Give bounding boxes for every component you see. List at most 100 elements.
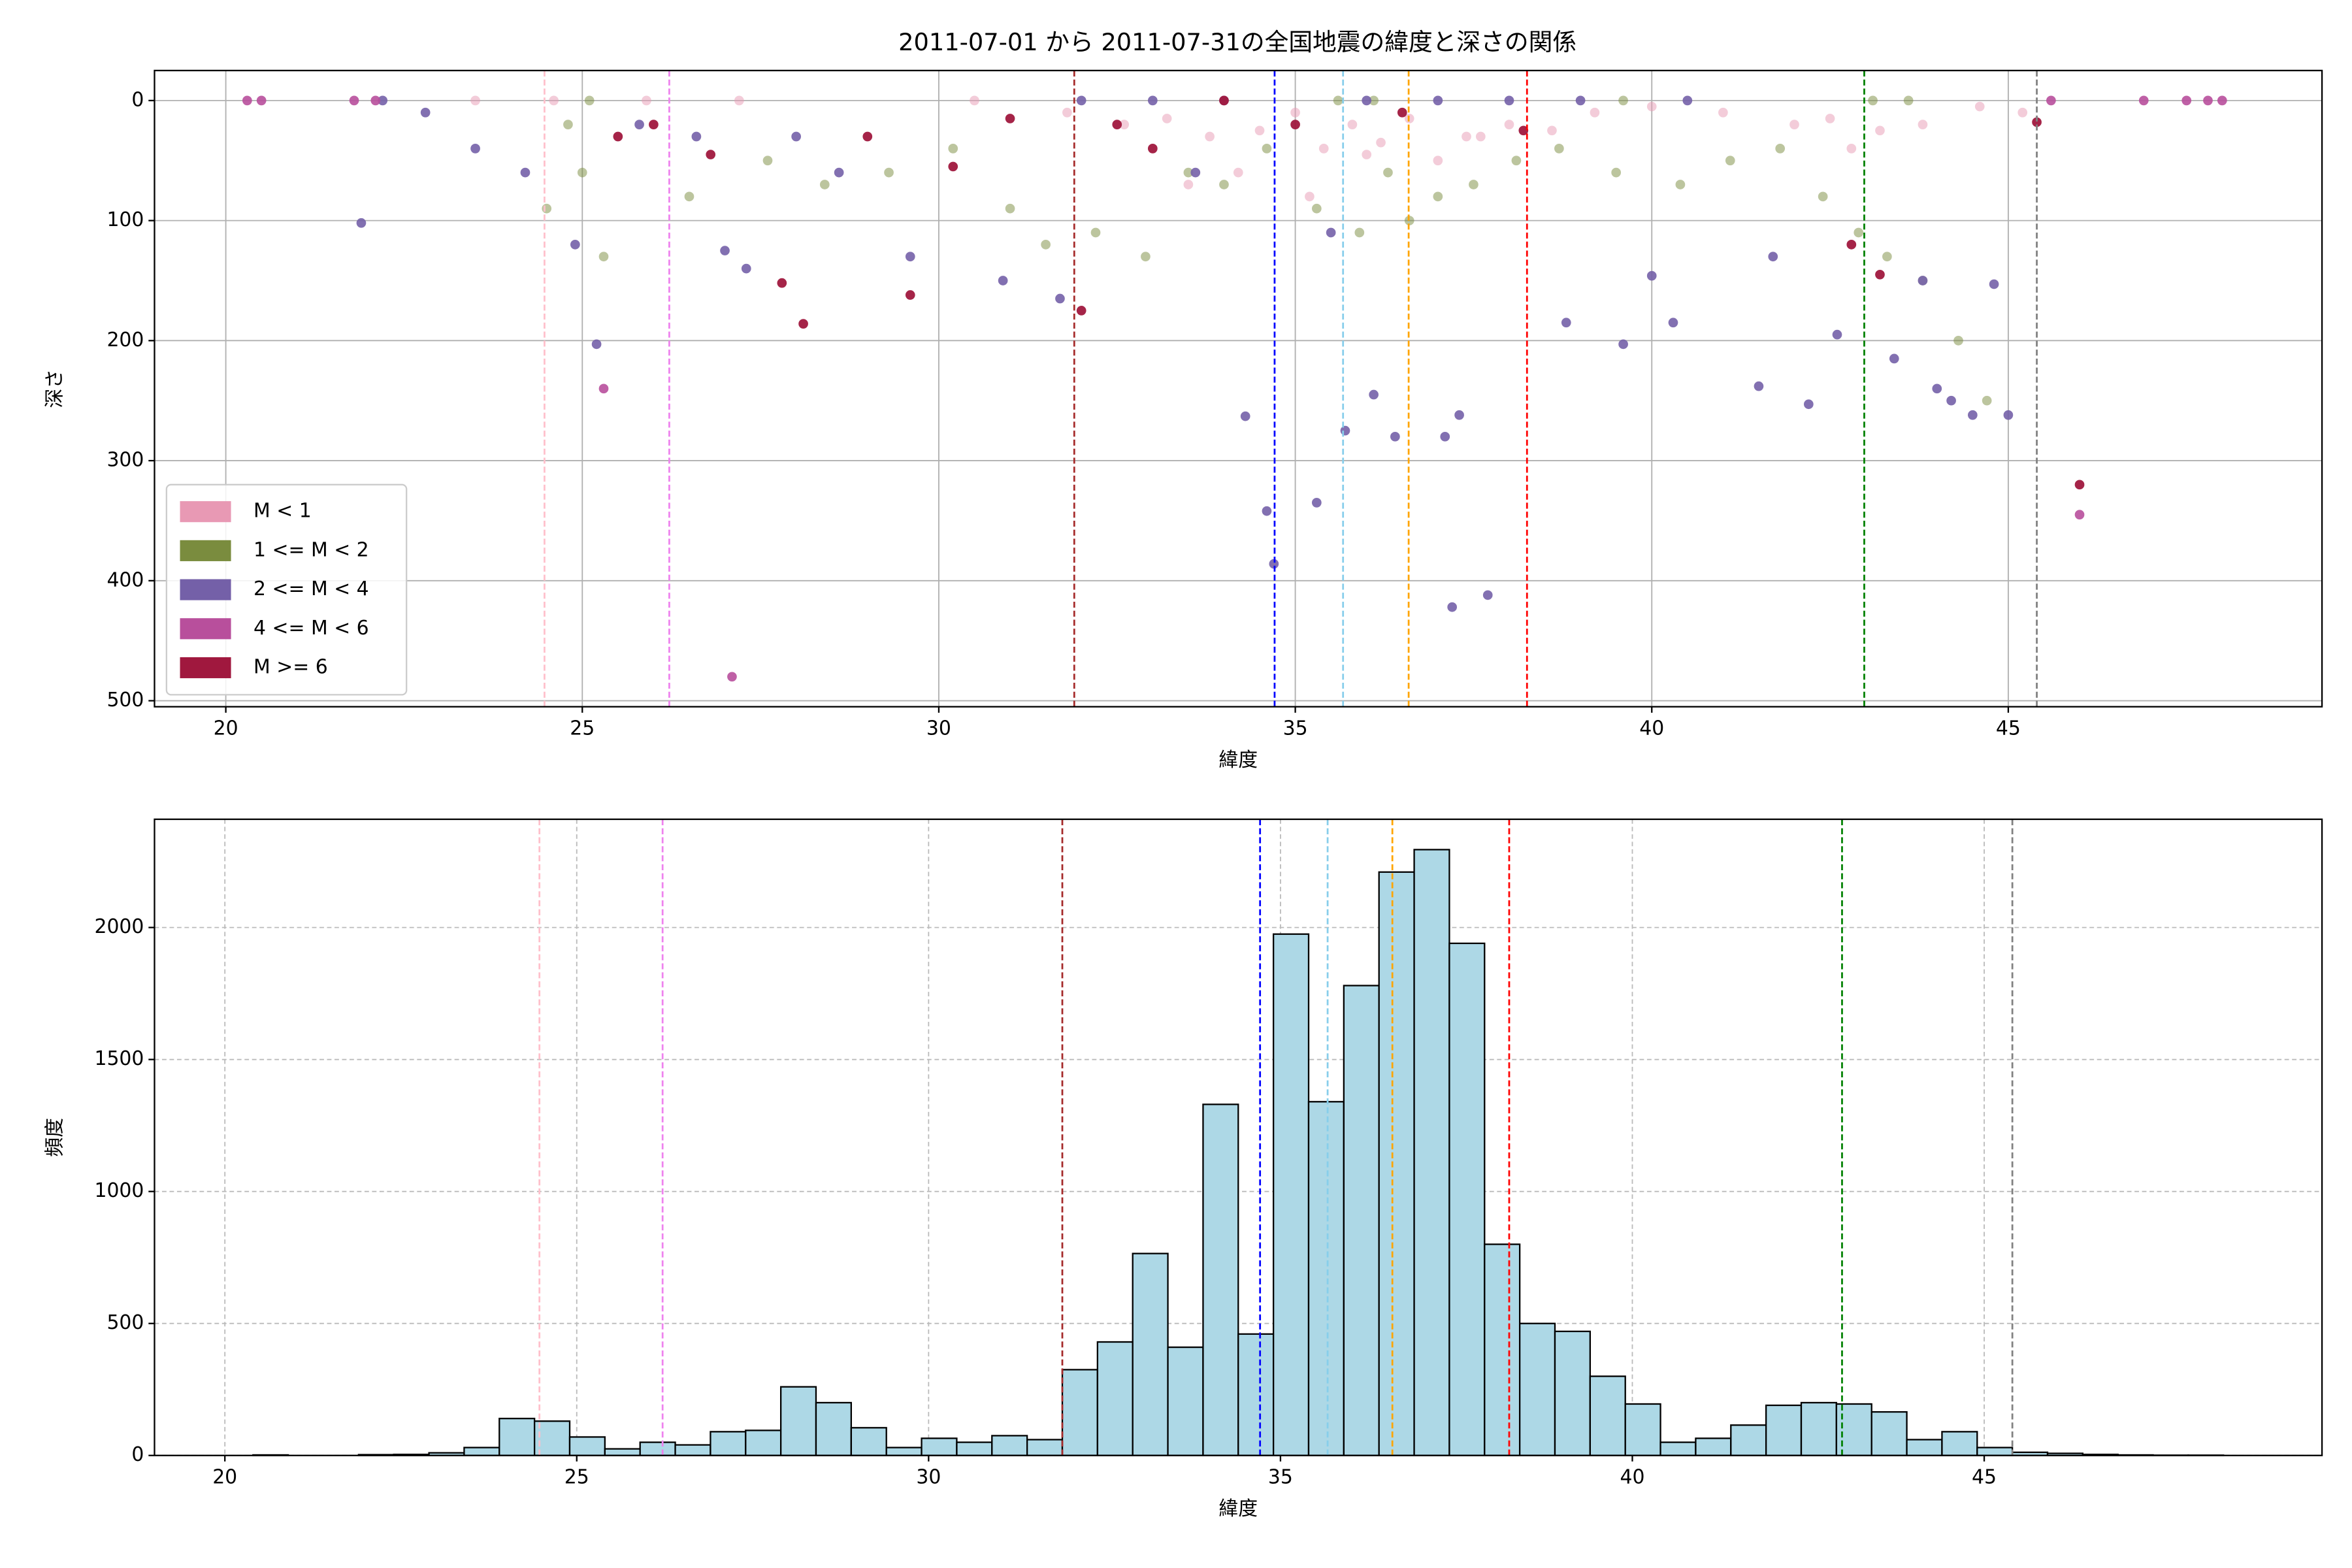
point xyxy=(1846,240,1857,250)
point xyxy=(1646,101,1657,112)
point xyxy=(470,144,480,154)
point xyxy=(1240,411,1250,421)
point xyxy=(2138,95,2149,106)
axes-frame xyxy=(154,69,2323,708)
bar xyxy=(1518,1322,1556,1456)
point xyxy=(1875,269,1885,280)
point xyxy=(1946,395,1956,406)
point xyxy=(613,131,623,142)
point xyxy=(1832,329,1842,340)
point xyxy=(1305,191,1315,202)
point xyxy=(727,672,737,682)
point xyxy=(1076,95,1086,106)
point xyxy=(256,95,267,106)
bar xyxy=(1870,1411,1908,1456)
bar xyxy=(463,1446,500,1456)
point xyxy=(2074,510,2085,520)
bar xyxy=(779,1386,817,1456)
point xyxy=(470,95,480,106)
point xyxy=(948,161,958,172)
point xyxy=(762,155,773,166)
point xyxy=(1219,95,1229,106)
x-tick-label: 40 xyxy=(1620,1466,1644,1489)
point xyxy=(1333,95,1343,106)
bar xyxy=(745,1429,782,1456)
y-tick-label: 0 xyxy=(131,88,144,111)
legend-box xyxy=(165,483,408,696)
point xyxy=(1219,180,1229,189)
bar xyxy=(1589,1375,1626,1456)
point xyxy=(1190,167,1201,178)
point xyxy=(1618,95,1628,106)
bar xyxy=(1202,1103,1239,1456)
bar xyxy=(1448,942,1486,1456)
point xyxy=(734,95,744,106)
point xyxy=(741,263,751,274)
bar xyxy=(1132,1252,1169,1456)
point xyxy=(791,131,802,142)
bar xyxy=(991,1435,1028,1456)
point xyxy=(370,95,381,106)
point xyxy=(1076,306,1086,316)
point xyxy=(563,120,573,129)
point xyxy=(1718,107,1728,118)
point xyxy=(862,131,873,142)
bar xyxy=(1484,1243,1521,1456)
y-axis-label: 頻度 xyxy=(43,1118,66,1157)
point xyxy=(1775,144,1786,154)
point xyxy=(2046,95,2056,106)
x-tick-label: 20 xyxy=(212,1466,237,1489)
legend-label: 2 <= M < 4 xyxy=(253,578,369,600)
bar xyxy=(1695,1437,1732,1456)
bar xyxy=(1976,1446,2014,1456)
point xyxy=(1868,95,1878,106)
point xyxy=(1183,180,1194,189)
point xyxy=(1147,144,1158,154)
point xyxy=(1932,384,1942,394)
point xyxy=(1326,227,1336,238)
point xyxy=(1311,203,1322,214)
point xyxy=(1482,590,1493,600)
x-tick-label: 25 xyxy=(570,717,595,740)
point xyxy=(1646,270,1657,281)
bar xyxy=(1272,933,1310,1456)
bar xyxy=(639,1441,676,1456)
point xyxy=(1183,167,1194,178)
x-tick-label: 25 xyxy=(564,1466,589,1489)
point xyxy=(1504,120,1514,129)
point xyxy=(684,191,694,202)
point xyxy=(2003,410,2014,420)
point xyxy=(1504,95,1514,106)
bar xyxy=(1167,1346,1204,1456)
bar xyxy=(498,1418,536,1456)
point xyxy=(1918,276,1928,286)
point xyxy=(1846,144,1857,154)
point xyxy=(2074,480,2085,490)
point xyxy=(777,278,787,288)
point xyxy=(1433,155,1443,166)
point xyxy=(1311,498,1322,508)
bar xyxy=(1835,1403,1872,1456)
point xyxy=(1554,144,1564,154)
point xyxy=(720,246,730,255)
point xyxy=(1369,95,1379,106)
point xyxy=(1518,125,1529,136)
point xyxy=(1675,180,1686,189)
bar xyxy=(674,1444,711,1456)
point xyxy=(1362,95,1372,106)
point xyxy=(2017,107,2028,118)
point xyxy=(1390,431,1400,442)
bar xyxy=(1413,849,1450,1456)
point xyxy=(598,384,609,394)
point xyxy=(1854,227,1864,238)
point xyxy=(1347,120,1358,129)
point xyxy=(1433,95,1443,106)
point xyxy=(1162,114,1172,123)
legend-swatch xyxy=(180,618,231,640)
point xyxy=(1611,167,1622,178)
point xyxy=(1725,155,1735,166)
point xyxy=(1768,252,1778,262)
point xyxy=(1440,431,1450,442)
